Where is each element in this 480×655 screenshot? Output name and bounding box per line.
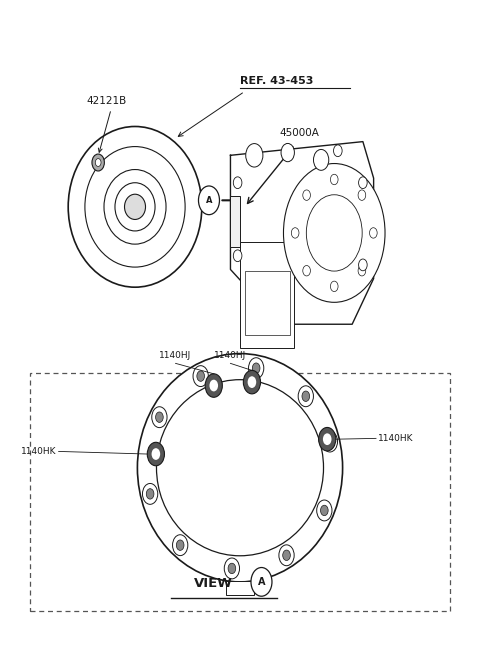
Bar (240, 242, 294, 348)
Circle shape (291, 228, 299, 238)
Ellipse shape (85, 147, 185, 267)
Circle shape (156, 412, 163, 422)
Circle shape (249, 358, 264, 379)
Circle shape (284, 164, 385, 303)
Circle shape (209, 380, 218, 392)
Circle shape (199, 186, 219, 215)
Circle shape (281, 143, 294, 162)
Circle shape (334, 145, 342, 157)
Circle shape (322, 431, 337, 452)
Ellipse shape (68, 126, 202, 287)
Circle shape (224, 558, 240, 579)
Circle shape (279, 545, 294, 566)
Polygon shape (230, 141, 373, 324)
Circle shape (321, 505, 328, 515)
Circle shape (152, 448, 160, 460)
Text: REF. 43-453: REF. 43-453 (240, 76, 313, 86)
Polygon shape (230, 196, 240, 247)
Text: 1140HK: 1140HK (378, 434, 414, 443)
Circle shape (319, 428, 336, 451)
Circle shape (176, 540, 184, 550)
Text: 1140HJ: 1140HJ (215, 351, 247, 360)
Text: 45000A: 45000A (280, 128, 320, 138)
Circle shape (205, 374, 222, 398)
Text: VIEW: VIEW (194, 576, 233, 590)
Circle shape (359, 177, 367, 189)
Circle shape (330, 281, 338, 291)
Circle shape (302, 391, 310, 402)
Text: 1140HJ: 1140HJ (159, 351, 192, 360)
Circle shape (358, 190, 366, 200)
Circle shape (251, 567, 272, 596)
Circle shape (330, 174, 338, 185)
Circle shape (96, 159, 101, 166)
Ellipse shape (156, 380, 324, 556)
Text: A: A (258, 577, 265, 587)
Circle shape (246, 143, 263, 167)
Ellipse shape (124, 195, 145, 219)
Circle shape (233, 177, 242, 189)
Circle shape (326, 436, 334, 447)
Bar (226, 580, 254, 595)
Text: 1140HK: 1140HK (21, 447, 56, 456)
Circle shape (370, 228, 377, 238)
Circle shape (143, 483, 158, 504)
Circle shape (228, 563, 236, 574)
Ellipse shape (104, 170, 166, 244)
Ellipse shape (115, 183, 155, 231)
Circle shape (147, 442, 165, 466)
Circle shape (298, 386, 313, 407)
Circle shape (146, 489, 154, 499)
Circle shape (323, 434, 332, 445)
Bar (245, 271, 289, 335)
Circle shape (193, 365, 208, 386)
Bar (30, 373, 450, 611)
Circle shape (313, 149, 329, 170)
Circle shape (197, 371, 204, 381)
Circle shape (358, 265, 366, 276)
Circle shape (243, 370, 261, 394)
Circle shape (283, 550, 290, 561)
Circle shape (172, 534, 188, 555)
Circle shape (248, 376, 256, 388)
Circle shape (303, 190, 311, 200)
Text: 42121B: 42121B (86, 96, 127, 105)
Circle shape (359, 259, 367, 271)
Circle shape (252, 363, 260, 373)
Circle shape (303, 265, 311, 276)
Circle shape (306, 195, 362, 271)
Circle shape (317, 500, 332, 521)
Circle shape (92, 154, 104, 171)
Circle shape (233, 250, 242, 261)
Ellipse shape (137, 354, 343, 582)
Text: A: A (206, 196, 212, 205)
Circle shape (152, 407, 167, 428)
